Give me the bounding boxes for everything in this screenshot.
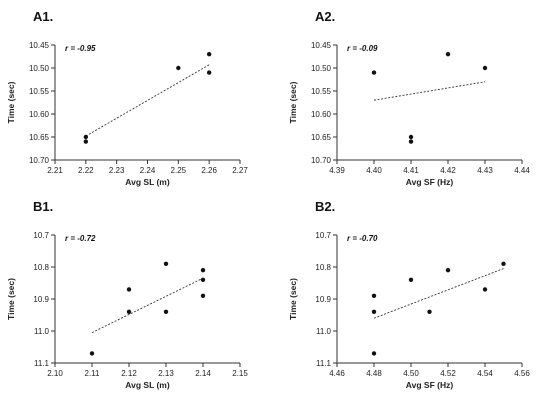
y-tick-label: 10.60 — [311, 110, 332, 119]
y-tick-label: 10.8 — [315, 263, 331, 272]
x-tick-label: 2.12 — [121, 369, 137, 378]
x-tick-label: 4.50 — [403, 369, 419, 378]
y-tick-label: 10.45 — [311, 41, 332, 50]
data-point — [482, 65, 488, 71]
x-tick-label: 2.10 — [47, 369, 63, 378]
panel-label: B1. — [33, 199, 53, 214]
data-point — [482, 287, 488, 292]
chart-panel-4: B2. r = -0.70 4.46 4.48 4.50 4.52 4.54 4.56 10.7… — [288, 199, 530, 390]
y-tick-label: 10.55 — [311, 87, 332, 96]
data-point — [200, 268, 206, 273]
y-tick-label: 11.1 — [316, 359, 332, 368]
y-tick-label: 10.50 — [29, 64, 50, 73]
x-tick-label: 2.21 — [47, 166, 63, 175]
data-point — [126, 287, 132, 292]
data-point — [408, 134, 414, 140]
y-tick-label: 10.55 — [29, 87, 50, 96]
y-tick-label: 10.9 — [33, 295, 49, 304]
x-tick-label: 2.11 — [85, 369, 101, 378]
data-point — [371, 351, 377, 356]
data-point — [445, 268, 451, 273]
chart-panel-3: B1. r = -0.72 2.10 2.11 2.12 2.13 2.14 2.15 10.7… — [6, 199, 248, 390]
trendline — [91, 277, 204, 334]
x-tick-label: 4.48 — [366, 369, 382, 378]
x-tick-label: 2.25 — [171, 166, 187, 175]
panel-label: B2. — [315, 199, 335, 214]
data-point — [200, 277, 206, 282]
y-axis-title: Time (sec) — [288, 81, 298, 123]
x-tick-label: 2.22 — [78, 166, 94, 175]
chart-panel-1: A1. r = -0.95 2.21 2.22 2.23 2.24 2.25 2.26 2.27… — [6, 9, 248, 187]
y-tick-label: 11.0 — [34, 327, 50, 336]
data-point — [83, 139, 89, 144]
x-tick-label: 4.40 — [366, 166, 382, 175]
data-point — [371, 70, 377, 75]
data-point — [200, 293, 206, 298]
x-tick-label: 2.26 — [201, 166, 217, 175]
y-axis-title: Time (sec) — [288, 278, 298, 320]
y-tick-label: 10.45 — [29, 41, 50, 50]
data-point — [206, 52, 212, 57]
y-axis-title: Time (sec) — [6, 81, 16, 123]
data-point — [371, 309, 377, 314]
x-tick-label: 4.52 — [440, 369, 456, 378]
data-point — [206, 70, 212, 75]
x-tick-label: 4.43 — [477, 166, 493, 175]
y-tick-label: 11.1 — [34, 359, 50, 368]
x-axis-title: Avg SF (Hz) — [406, 380, 454, 390]
data-point — [176, 65, 181, 71]
x-tick-label: 2.24 — [140, 166, 156, 175]
y-tick-label: 10.65 — [29, 133, 50, 142]
y-tick-label: 10.7 — [33, 231, 49, 240]
panel-label: A2. — [315, 9, 335, 24]
x-tick-label: 4.39 — [329, 166, 345, 175]
x-tick-label: 2.13 — [158, 369, 174, 378]
y-tick-label: 10.70 — [311, 156, 332, 165]
y-tick-label: 10.60 — [29, 110, 50, 119]
x-tick-label: 4.56 — [514, 369, 530, 378]
data-point — [163, 261, 169, 266]
y-tick-label: 10.50 — [311, 64, 332, 73]
data-point — [89, 351, 95, 356]
x-tick-label: 2.14 — [195, 369, 211, 378]
x-tick-label: 4.46 — [329, 369, 345, 378]
x-tick-label: 4.42 — [440, 166, 456, 175]
x-tick-label: 2.23 — [109, 166, 125, 175]
x-axis-title: Avg SL (m) — [125, 380, 170, 390]
data-point — [126, 309, 132, 314]
y-tick-label: 10.9 — [315, 295, 331, 304]
data-point — [427, 309, 432, 314]
x-axis-title: Avg SF (Hz) — [406, 177, 454, 187]
data-point — [83, 134, 89, 140]
data-point — [445, 52, 451, 57]
y-tick-label: 11.0 — [316, 327, 332, 336]
data-point — [408, 139, 414, 144]
x-tick-label: 4.41 — [403, 166, 419, 175]
panel-label: A1. — [33, 9, 53, 24]
correlation-annotation: r = -0.95 — [65, 44, 96, 53]
correlation-annotation: r = -0.70 — [347, 234, 378, 243]
data-point — [501, 261, 506, 266]
correlation-annotation: r = -0.09 — [347, 44, 378, 53]
x-tick-label: 2.27 — [232, 166, 248, 175]
y-tick-label: 10.8 — [33, 263, 49, 272]
chart-panel-2: A2. r = -0.09 4.39 4.40 4.41 4.42 4.43 4.44 10.4… — [288, 9, 530, 187]
data-point — [163, 309, 169, 314]
trendline — [373, 268, 504, 319]
y-tick-label: 10.70 — [29, 156, 50, 165]
y-tick-label: 10.7 — [315, 231, 331, 240]
x-tick-label: 2.15 — [232, 369, 248, 378]
correlation-annotation: r = -0.72 — [65, 234, 96, 243]
x-axis-title: Avg SL (m) — [125, 177, 170, 187]
x-tick-label: 4.54 — [477, 369, 493, 378]
x-tick-label: 4.44 — [514, 166, 530, 175]
data-point — [371, 293, 377, 298]
data-point — [408, 277, 414, 282]
y-axis-title: Time (sec) — [6, 278, 16, 320]
y-tick-label: 10.65 — [311, 133, 332, 142]
trendline — [373, 81, 486, 101]
